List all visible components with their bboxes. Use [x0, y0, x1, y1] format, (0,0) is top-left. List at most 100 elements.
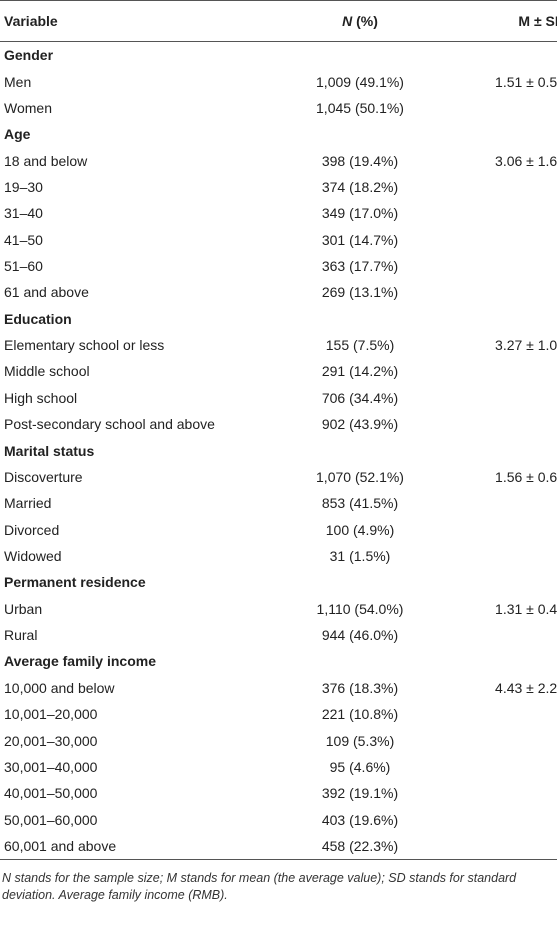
cell-text: Men [4, 73, 32, 90]
group-label: Age [4, 126, 31, 143]
cell: 3.27 ± 1.04 [452, 332, 557, 358]
cell-text: Elementary school or less [4, 337, 165, 354]
cell-text: 902 (43.9%) [321, 416, 399, 433]
cell-text: 18 and below [4, 152, 88, 169]
group-cell: Marital status [0, 437, 557, 463]
cell-text: Divorced [4, 521, 60, 538]
cell [452, 279, 557, 305]
header-text: Variable [4, 13, 58, 29]
cell: 944 (46.0%) [268, 622, 452, 648]
cell [452, 622, 557, 648]
cell-text: 60,001 and above [4, 837, 117, 854]
data-row: 41–50 301 (14.7%) [0, 227, 557, 253]
cell: 269 (13.1%) [268, 279, 452, 305]
data-row: 18 and below 398 (19.4%) 3.06 ± 1.66 [0, 147, 557, 173]
group-label: Average family income [4, 653, 156, 670]
cell [452, 543, 557, 569]
cell-text: Women [4, 99, 52, 116]
cell: Women [0, 95, 268, 121]
data-row: 60,001 and above 458 (22.3%) [0, 832, 557, 861]
cell: 458 (22.3%) [268, 832, 452, 861]
cell: 20,001–30,000 [0, 727, 268, 753]
cell: 1.56 ± 0.66 [452, 464, 557, 490]
cell: 109 (5.3%) [268, 727, 452, 753]
data-row: Post-secondary school and above 902 (43.9… [0, 411, 557, 437]
cell: 301 (14.7%) [268, 227, 452, 253]
group-label: Marital status [4, 442, 95, 459]
cell: Discoverture [0, 464, 268, 490]
cell: 1,070 (52.1%) [268, 464, 452, 490]
cell: Widowed [0, 543, 268, 569]
cell-text: 95 (4.6%) [329, 758, 391, 775]
cell-text: 19–30 [4, 178, 43, 195]
data-row: Discoverture 1,070 (52.1%) 1.56 ± 0.66 [0, 464, 557, 490]
data-row: 10,000 and below 376 (18.3%) 4.43 ± 2.22 [0, 675, 557, 701]
cell-text: Post-secondary school and above [4, 416, 215, 433]
cell: 51–60 [0, 253, 268, 279]
cell: 376 (18.3%) [268, 675, 452, 701]
data-row: Middle school 291 (14.2%) [0, 358, 557, 384]
cell-text: 109 (5.3%) [325, 732, 395, 749]
cell: 10,000 and below [0, 675, 268, 701]
cell-text: 10,001–20,000 [4, 706, 98, 723]
cell: Post-secondary school and above [0, 411, 268, 437]
cell-text: 853 (41.5%) [321, 495, 399, 512]
table-header: Variable N (%) M ± SD [0, 0, 557, 42]
cell: Urban [0, 596, 268, 622]
cell [452, 490, 557, 516]
cell [452, 174, 557, 200]
cell-text: 30,001–40,000 [4, 758, 98, 775]
header-text: (%) [356, 13, 378, 29]
group-cell: Permanent residence [0, 569, 557, 595]
data-row: Married 853 (41.5%) [0, 490, 557, 516]
footnote: N stands for the sample size; M stands f… [2, 871, 517, 903]
cell-text: 1,009 (49.1%) [316, 73, 404, 90]
group-label: Gender [4, 47, 54, 64]
cell-text: 3.27 ± 1.04 [495, 337, 557, 354]
group-row: Permanent residence [0, 569, 557, 595]
cell-text: 706 (34.4%) [321, 389, 399, 406]
cell [452, 358, 557, 384]
cell: 4.43 ± 2.22 [452, 675, 557, 701]
cell-text: 61 and above [4, 284, 89, 301]
cell [452, 200, 557, 226]
cell: 374 (18.2%) [268, 174, 452, 200]
cell-text: 1,045 (50.1%) [316, 99, 404, 116]
cell: 398 (19.4%) [268, 147, 452, 173]
header-row: Variable N (%) M ± SD [0, 0, 557, 42]
group-label: Permanent residence [4, 574, 146, 591]
cell [452, 754, 557, 780]
data-row: 31–40 349 (17.0%) [0, 200, 557, 226]
cell [452, 385, 557, 411]
group-row: Marital status [0, 437, 557, 463]
cell: 363 (17.7%) [268, 253, 452, 279]
cell [452, 780, 557, 806]
cell-text: 31 (1.5%) [329, 548, 391, 564]
cell-text: 50,001–60,000 [4, 811, 98, 828]
data-row: Rural 944 (46.0%) [0, 622, 557, 648]
data-row: 51–60 363 (17.7%) [0, 253, 557, 279]
cell [452, 701, 557, 727]
cell: 61 and above [0, 279, 268, 305]
group-cell: Gender [0, 42, 557, 69]
cell: 41–50 [0, 227, 268, 253]
cell [452, 95, 557, 121]
cell-text: 155 (7.5%) [325, 337, 395, 354]
data-row: Elementary school or less 155 (7.5%) 3.27 … [0, 332, 557, 358]
cell-text: 301 (14.7%) [321, 231, 399, 248]
cell: 1,110 (54.0%) [268, 596, 452, 622]
cell-text: 221 (10.8%) [321, 706, 399, 723]
group-cell: Age [0, 121, 557, 147]
cell: 31 (1.5%) [268, 543, 452, 569]
data-row: Divorced 100 (4.9%) [0, 516, 557, 542]
cell-text: 291 (14.2%) [321, 363, 399, 380]
cell: Rural [0, 622, 268, 648]
header-text: N [342, 13, 353, 29]
cell-text: 349 (17.0%) [321, 205, 399, 222]
data-row: 10,001–20,000 221 (10.8%) [0, 701, 557, 727]
cell: 1.51 ± 0.50 [452, 68, 557, 94]
cell: 10,001–20,000 [0, 701, 268, 727]
cell-text: 1.31 ± 0.46 [495, 600, 557, 617]
cell-text: 3.06 ± 1.66 [495, 152, 557, 169]
cell [452, 411, 557, 437]
